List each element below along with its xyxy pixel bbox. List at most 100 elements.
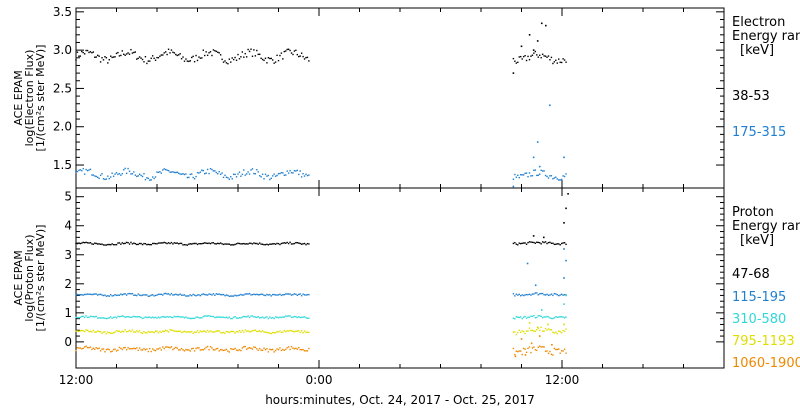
data-point [163, 292, 165, 295]
data-point [264, 173, 267, 176]
data-point [258, 175, 261, 177]
data-point [293, 170, 296, 172]
data-point [125, 331, 128, 333]
data-point [173, 315, 176, 318]
data-point [538, 335, 541, 337]
data-point [546, 315, 548, 318]
data-point [136, 347, 138, 349]
proton-y-ticks: 0 1 2 3 4 5 [64, 190, 724, 349]
data-point [193, 242, 196, 245]
data-point [306, 350, 309, 352]
data-point [253, 346, 255, 348]
data-point [522, 347, 525, 350]
data-point [118, 346, 121, 349]
data-point [123, 293, 125, 295]
data-point [308, 347, 310, 350]
data-point [272, 175, 274, 177]
data-point [243, 315, 245, 318]
data-point [140, 331, 142, 334]
data-point [254, 242, 257, 245]
data-point [558, 330, 560, 332]
data-point [102, 59, 105, 61]
data-point [140, 242, 142, 245]
data-point [543, 55, 545, 57]
data-point [305, 294, 307, 296]
data-point [539, 315, 541, 317]
data-point [173, 242, 176, 244]
data-point [95, 346, 97, 349]
data-point [526, 262, 529, 265]
data-point [144, 349, 147, 351]
data-point [520, 338, 523, 340]
data-point [141, 175, 144, 178]
data-point [130, 48, 132, 51]
data-point [521, 317, 523, 320]
data-point [282, 294, 284, 296]
data-point [540, 243, 542, 245]
data-point [192, 176, 194, 179]
data-point [128, 243, 131, 245]
data-point [202, 330, 204, 332]
data-point [88, 242, 90, 244]
data-point [228, 295, 231, 297]
data-point [120, 174, 122, 176]
data-point [528, 241, 531, 243]
data-point [180, 331, 183, 334]
data-point [101, 173, 103, 175]
data-point [150, 57, 152, 60]
data-point [108, 348, 110, 351]
data-point [150, 243, 152, 246]
data-point [528, 346, 531, 348]
data-point [159, 55, 161, 57]
data-point [91, 52, 93, 54]
data-point [136, 243, 138, 246]
data-point [243, 56, 245, 58]
data-point [541, 346, 544, 348]
data-point [300, 316, 303, 319]
data-point [125, 294, 128, 296]
data-point [225, 316, 228, 318]
data-point [231, 178, 233, 180]
data-point [545, 24, 547, 27]
data-point [195, 347, 197, 350]
data-point [179, 293, 181, 295]
data-point [560, 316, 563, 318]
data-point [138, 294, 141, 296]
data-point [547, 294, 550, 297]
data-point [273, 351, 275, 353]
data-point [247, 347, 249, 349]
data-point [534, 169, 537, 171]
data-point [104, 294, 106, 296]
data-point [295, 315, 297, 318]
data-point [115, 294, 118, 297]
data-point [170, 292, 173, 295]
data-point [123, 169, 125, 171]
data-point [276, 294, 278, 296]
x-tick-label: 12:00 [545, 373, 580, 387]
data-point [212, 331, 215, 333]
data-point [227, 63, 229, 65]
data-point [521, 330, 523, 332]
data-point [208, 331, 210, 333]
data-point [173, 294, 176, 296]
data-point [296, 294, 299, 296]
data-point [280, 294, 283, 297]
data-point [88, 347, 90, 349]
data-point [532, 156, 535, 159]
data-point [191, 348, 193, 350]
data-point [94, 175, 96, 177]
data-point [562, 316, 564, 318]
data-point [182, 294, 184, 296]
data-point [82, 294, 84, 296]
data-point [118, 294, 121, 296]
data-point [140, 174, 142, 177]
data-point [176, 294, 178, 296]
data-point [195, 175, 197, 178]
electron-data-points [75, 22, 567, 188]
data-point [149, 179, 151, 181]
data-point [121, 172, 123, 175]
data-point [517, 294, 519, 296]
data-point [78, 347, 80, 349]
data-point [104, 178, 106, 181]
data-point [141, 58, 144, 61]
